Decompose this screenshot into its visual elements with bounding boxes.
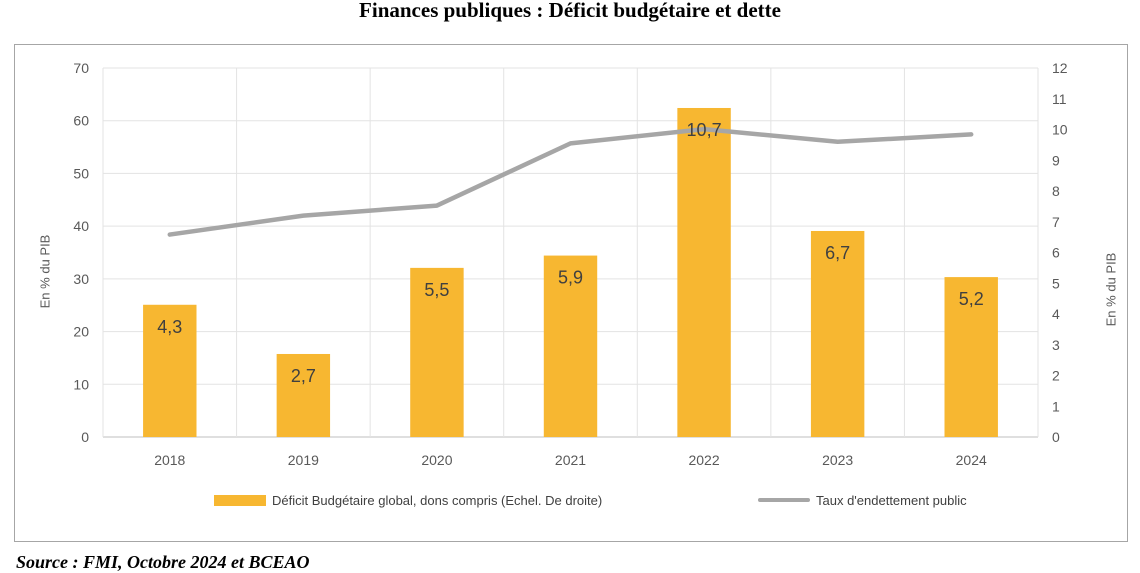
left-tick-label: 50 <box>73 165 89 181</box>
left-axis-ticks: 0 10 20 30 40 50 60 70 <box>73 60 89 445</box>
bar <box>143 304 197 437</box>
bar-value-label: 2,7 <box>291 366 316 386</box>
legend-label-deficit: Déficit Budgétaire global, dons compris … <box>272 492 603 508</box>
bar-value-label: 6,7 <box>825 243 850 263</box>
x-tick-label: 2018 <box>154 452 185 468</box>
left-tick-label: 20 <box>73 324 89 340</box>
legend-item-debt: Taux d'endettement public <box>758 490 967 510</box>
bar-value-label: 5,9 <box>558 268 583 288</box>
right-tick-label: 5 <box>1052 275 1060 291</box>
right-tick-label: 12 <box>1052 60 1068 76</box>
left-tick-label: 60 <box>73 113 89 129</box>
chart-title: Finances publiques : Déficit budgétaire … <box>359 0 781 22</box>
right-tick-label: 6 <box>1052 245 1060 261</box>
right-tick-label: 9 <box>1052 152 1060 168</box>
legend-swatch-line <box>758 498 810 502</box>
left-tick-label: 30 <box>73 271 89 287</box>
left-tick-label: 70 <box>73 60 89 76</box>
left-tick-label: 0 <box>81 429 89 445</box>
left-tick-label: 40 <box>73 218 89 234</box>
bar-data-labels: 4,3 2,7 5,5 5,9 10,7 6,7 5,2 <box>157 120 983 386</box>
right-tick-label: 11 <box>1052 91 1067 107</box>
bar <box>677 107 731 437</box>
right-tick-label: 1 <box>1052 398 1060 414</box>
right-tick-label: 2 <box>1052 368 1060 384</box>
legend-item-deficit: Déficit Budgétaire global, dons compris … <box>214 490 602 510</box>
bar-value-label: 4,3 <box>157 317 182 337</box>
left-axis-title: En % du PIB <box>37 234 53 309</box>
right-tick-label: 4 <box>1052 306 1060 322</box>
bar <box>276 353 331 437</box>
x-tick-label: 2021 <box>555 452 586 468</box>
line-series <box>167 126 974 237</box>
bar <box>543 255 598 437</box>
x-axis-categories: 2018 2019 2020 2021 2022 2023 2024 <box>154 452 987 468</box>
bar-value-label: 5,2 <box>959 289 984 309</box>
x-tick-label: 2022 <box>688 452 719 468</box>
source-note: Source : FMI, Octobre 2024 et BCEAO <box>16 552 310 572</box>
right-tick-label: 0 <box>1052 429 1060 445</box>
debt-line <box>167 126 974 237</box>
right-tick-label: 3 <box>1052 337 1060 353</box>
right-tick-label: 7 <box>1052 214 1060 230</box>
bar <box>810 230 865 437</box>
right-tick-label: 8 <box>1052 183 1060 199</box>
bar <box>944 277 998 437</box>
x-tick-label: 2020 <box>421 452 452 468</box>
gridlines <box>102 67 1039 438</box>
left-tick-label: 10 <box>73 376 89 392</box>
bar-value-label: 5,5 <box>424 280 449 300</box>
right-tick-label: 10 <box>1052 122 1068 138</box>
x-tick-label: 2019 <box>288 452 319 468</box>
legend-swatch-bar <box>214 494 266 506</box>
bar-value-label: 10,7 <box>687 120 722 140</box>
bar <box>410 267 464 437</box>
bar-series <box>143 107 998 437</box>
legend-label-debt: Taux d'endettement public <box>816 492 967 508</box>
x-tick-label: 2024 <box>956 452 987 468</box>
x-tick-label: 2023 <box>822 452 853 468</box>
right-axis-title: En % du PIB <box>1103 252 1119 327</box>
